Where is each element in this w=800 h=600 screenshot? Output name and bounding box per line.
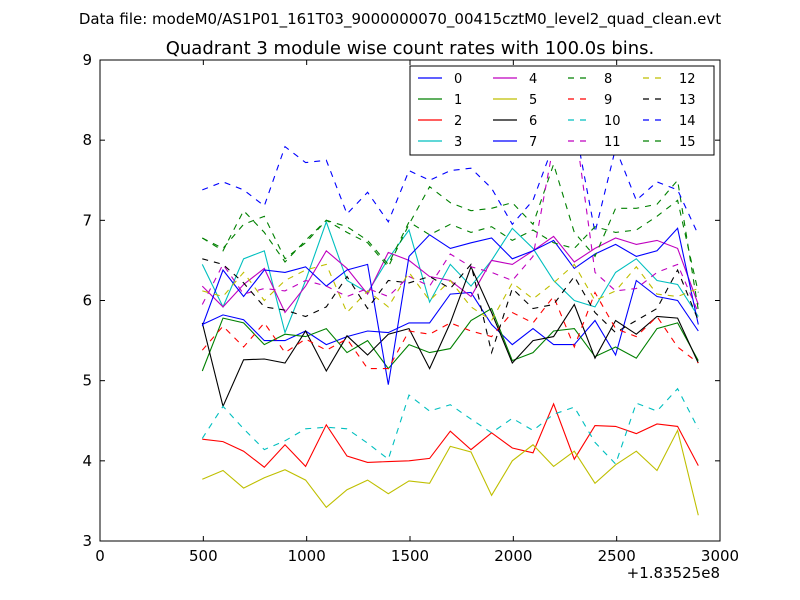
- x-tick-label: 2500: [598, 547, 636, 565]
- x-tick-label: 2000: [494, 547, 532, 565]
- series-line-15: [202, 199, 699, 293]
- chart-title: Quadrant 3 module wise count rates with …: [166, 38, 655, 59]
- legend-label: 12: [679, 72, 696, 87]
- legend-label: 14: [679, 114, 696, 129]
- legend-label: 7: [529, 135, 537, 150]
- series-line-14: [202, 121, 699, 236]
- series-layer: [201, 118, 699, 516]
- legend-label: 2: [454, 114, 462, 129]
- legend-item-13: 13: [643, 93, 696, 108]
- y-tick-label: 3: [82, 532, 92, 550]
- series-line-3: [201, 220, 699, 335]
- legend-item-11: 11: [568, 135, 621, 150]
- legend-item-10: 10: [568, 114, 621, 129]
- legend-label: 8: [604, 72, 612, 87]
- legend-frame: [409, 65, 715, 156]
- series-line-10: [201, 387, 699, 466]
- legend-item-2: 2: [418, 114, 462, 129]
- series-line-12: [202, 263, 699, 322]
- legend-item-0: 0: [418, 72, 462, 87]
- x-tick-label: 1000: [288, 547, 326, 565]
- legend-item-7: 7: [493, 135, 537, 150]
- legend-label: 0: [454, 72, 462, 87]
- legend-label: 10: [604, 114, 621, 129]
- x-tick-label: 3000: [701, 547, 739, 565]
- legend-item-6: 6: [493, 114, 537, 129]
- legend-item-3: 3: [418, 135, 462, 150]
- legend-item-12: 12: [643, 72, 696, 87]
- ticks-layer: 0 500 1000 1500 2000 2500 3000 3 4 5 6 7 8 9: [82, 51, 739, 565]
- y-tick-label: 9: [82, 51, 92, 69]
- y-tick-label: 5: [82, 372, 92, 390]
- series-line-1: [201, 307, 699, 372]
- legend-label: 6: [529, 114, 537, 129]
- series-line-7: [201, 227, 699, 385]
- legend-label: 5: [529, 93, 537, 108]
- series-line-5: [202, 428, 699, 516]
- legend-item-8: 8: [568, 72, 612, 87]
- y-tick-label: 8: [82, 131, 92, 149]
- series-line-0: [202, 279, 699, 357]
- series-line-13: [202, 258, 699, 355]
- y-tick-label: 4: [82, 452, 92, 470]
- chart-suptitle: Data file: modeM0/AS1P01_161T03_90000000…: [79, 10, 721, 29]
- series-line-8: [202, 162, 699, 311]
- legend-label: 4: [529, 72, 537, 87]
- x-tick-label: 500: [189, 547, 218, 565]
- legend-label: 13: [679, 93, 696, 108]
- series-line-9: [201, 291, 699, 370]
- legend-item-1: 1: [418, 93, 462, 108]
- series-line-6: [201, 265, 699, 408]
- x-tick-label: 0: [95, 547, 105, 565]
- legend-item-14: 14: [643, 114, 696, 129]
- legend-label: 1: [454, 93, 462, 108]
- y-tick-label: 6: [82, 292, 92, 310]
- legend-item-5: 5: [493, 93, 537, 108]
- legend-item-15: 15: [643, 135, 696, 150]
- y-tick-label: 7: [82, 211, 92, 229]
- legend-label: 3: [454, 135, 462, 150]
- legend-label: 9: [604, 93, 612, 108]
- legend-item-9: 9: [568, 93, 612, 108]
- x-tick-label: 1500: [391, 547, 429, 565]
- legend-label: 15: [679, 135, 696, 150]
- series-line-2: [202, 402, 699, 468]
- series-line-11: [201, 118, 699, 313]
- legend-item-4: 4: [493, 72, 537, 87]
- x-offset-label: +1.83525e8: [627, 564, 720, 582]
- legend-label: 11: [604, 135, 621, 150]
